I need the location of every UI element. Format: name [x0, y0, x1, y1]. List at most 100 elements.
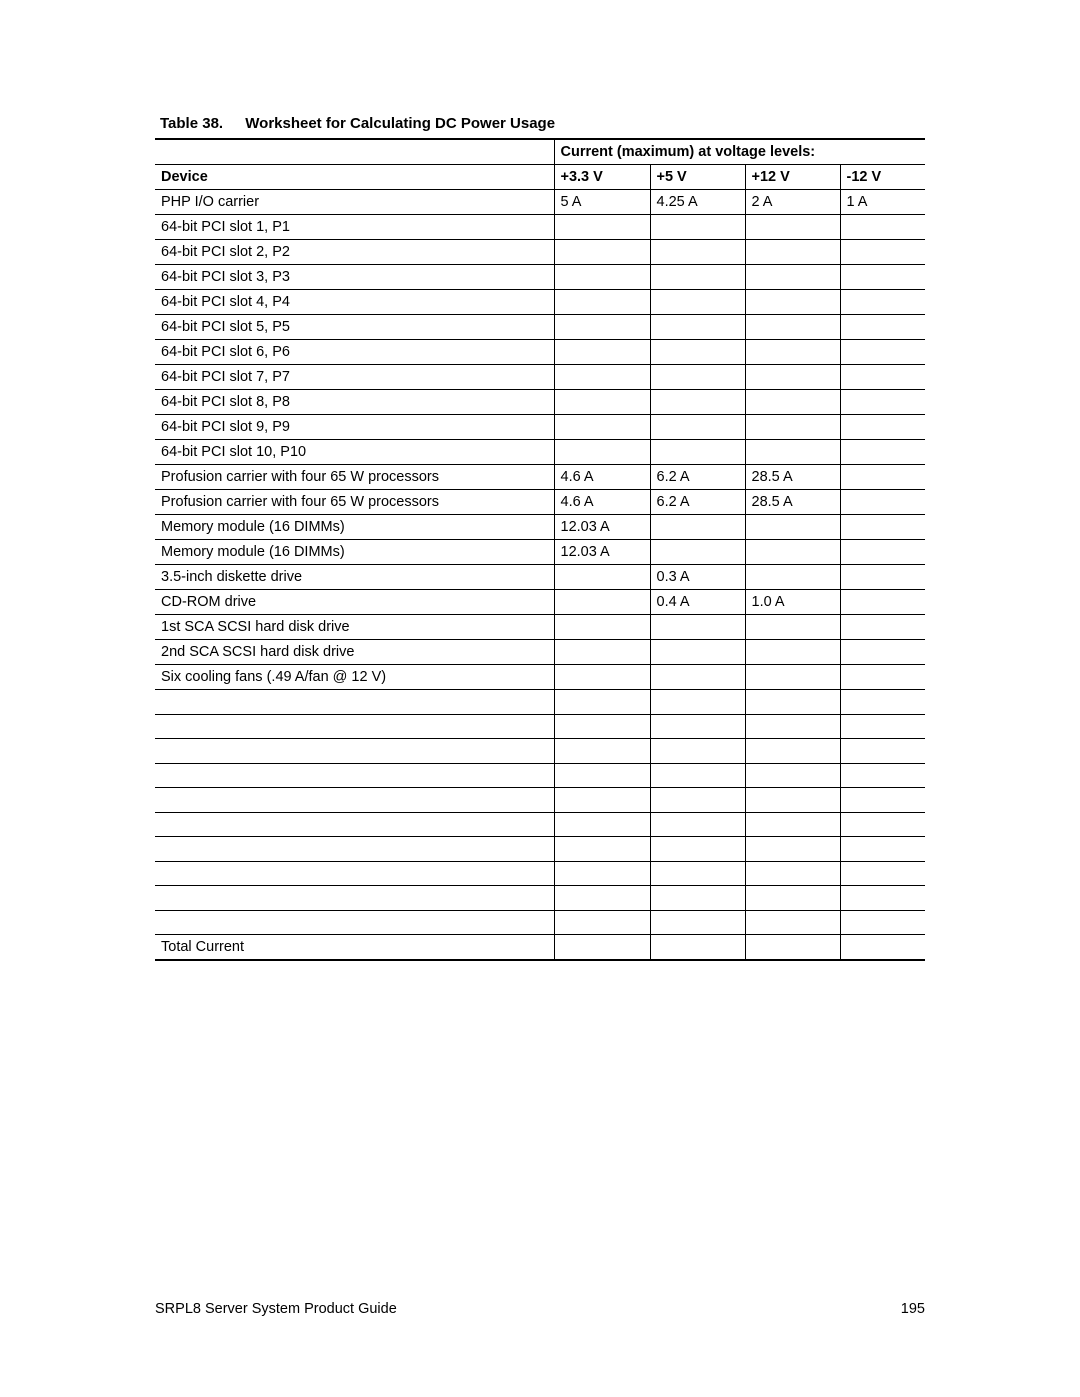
cell-v5 [650, 390, 745, 415]
cell-device: Profusion carrier with four 65 W process… [155, 490, 554, 515]
table-row [155, 788, 925, 813]
cell-v12 [745, 665, 840, 690]
cell-v33 [554, 935, 650, 961]
cell-vn12 [840, 910, 925, 935]
cell-v33 [554, 615, 650, 640]
cell-v33 [554, 763, 650, 788]
cell-device: 1st SCA SCSI hard disk drive [155, 615, 554, 640]
cell-v5 [650, 812, 745, 837]
col-header-v5: +5 V [650, 165, 745, 190]
cell-v33 [554, 739, 650, 764]
cell-v33 [554, 690, 650, 715]
cell-v12 [745, 615, 840, 640]
table-row: Total Current [155, 935, 925, 961]
cell-device: CD-ROM drive [155, 590, 554, 615]
col-header-vn12: -12 V [840, 165, 925, 190]
table-row [155, 910, 925, 935]
cell-v12 [745, 640, 840, 665]
cell-device: 64-bit PCI slot 3, P3 [155, 265, 554, 290]
cell-v12 [745, 910, 840, 935]
table-row: 1st SCA SCSI hard disk drive [155, 615, 925, 640]
cell-device [155, 861, 554, 886]
cell-v5 [650, 910, 745, 935]
cell-vn12 [840, 390, 925, 415]
table-row: 64-bit PCI slot 8, P8 [155, 390, 925, 415]
cell-v12 [745, 340, 840, 365]
cell-vn12 [840, 763, 925, 788]
cell-vn12 [840, 240, 925, 265]
cell-v33 [554, 788, 650, 813]
cell-v5 [650, 837, 745, 862]
col-header-v12: +12 V [745, 165, 840, 190]
cell-device: 64-bit PCI slot 4, P4 [155, 290, 554, 315]
cell-v5 [650, 365, 745, 390]
cell-v12 [745, 812, 840, 837]
cell-device: 64-bit PCI slot 10, P10 [155, 440, 554, 465]
cell-vn12 [840, 215, 925, 240]
cell-v5 [650, 415, 745, 440]
cell-v5 [650, 714, 745, 739]
cell-v5 [650, 340, 745, 365]
cell-vn12 [840, 490, 925, 515]
table-row: 64-bit PCI slot 3, P3 [155, 265, 925, 290]
cell-v33 [554, 665, 650, 690]
table-row: 2nd SCA SCSI hard disk drive [155, 640, 925, 665]
cell-device: 64-bit PCI slot 6, P6 [155, 340, 554, 365]
cell-v12 [745, 788, 840, 813]
table-row: 64-bit PCI slot 10, P10 [155, 440, 925, 465]
cell-v12: 1.0 A [745, 590, 840, 615]
cell-v12 [745, 565, 840, 590]
table-row: PHP I/O carrier5 A4.25 A2 A1 A [155, 190, 925, 215]
cell-v33 [554, 240, 650, 265]
cell-v33 [554, 565, 650, 590]
cell-vn12 [840, 565, 925, 590]
cell-v5 [650, 615, 745, 640]
cell-v33 [554, 315, 650, 340]
table-row [155, 739, 925, 764]
header-span-label: Current (maximum) at voltage levels: [554, 139, 925, 165]
footer-right: 195 [901, 1301, 925, 1317]
cell-vn12 [840, 714, 925, 739]
table-row [155, 690, 925, 715]
table-row: Memory module (16 DIMMs)12.03 A [155, 515, 925, 540]
cell-vn12 [840, 290, 925, 315]
cell-v33 [554, 910, 650, 935]
cell-v5 [650, 515, 745, 540]
cell-device: Total Current [155, 935, 554, 961]
footer-left: SRPL8 Server System Product Guide [155, 1301, 397, 1317]
cell-v33 [554, 390, 650, 415]
cell-v5 [650, 540, 745, 565]
cell-v33: 4.6 A [554, 465, 650, 490]
cell-v12 [745, 365, 840, 390]
cell-v12 [745, 837, 840, 862]
table-row: CD-ROM drive0.4 A1.0 A [155, 590, 925, 615]
table-row [155, 763, 925, 788]
cell-v33 [554, 590, 650, 615]
cell-device [155, 763, 554, 788]
cell-v12 [745, 265, 840, 290]
cell-device: 64-bit PCI slot 1, P1 [155, 215, 554, 240]
cell-vn12 [840, 665, 925, 690]
cell-v33 [554, 290, 650, 315]
table-row: 64-bit PCI slot 6, P6 [155, 340, 925, 365]
cell-v12 [745, 714, 840, 739]
cell-device [155, 886, 554, 911]
cell-v12 [745, 290, 840, 315]
cell-device: 3.5-inch diskette drive [155, 565, 554, 590]
cell-v5: 0.3 A [650, 565, 745, 590]
page-footer: SRPL8 Server System Product Guide 195 [155, 1301, 925, 1317]
cell-v5 [650, 690, 745, 715]
cell-vn12 [840, 365, 925, 390]
table-title: Worksheet for Calculating DC Power Usage [245, 115, 555, 132]
table-row: Profusion carrier with four 65 W process… [155, 490, 925, 515]
cell-v5 [650, 886, 745, 911]
cell-v33 [554, 861, 650, 886]
cell-v5 [650, 440, 745, 465]
cell-vn12 [840, 590, 925, 615]
cell-device [155, 739, 554, 764]
cell-v5: 4.25 A [650, 190, 745, 215]
table-row: 64-bit PCI slot 9, P9 [155, 415, 925, 440]
cell-vn12 [840, 739, 925, 764]
cell-v33 [554, 640, 650, 665]
cell-vn12 [840, 935, 925, 961]
